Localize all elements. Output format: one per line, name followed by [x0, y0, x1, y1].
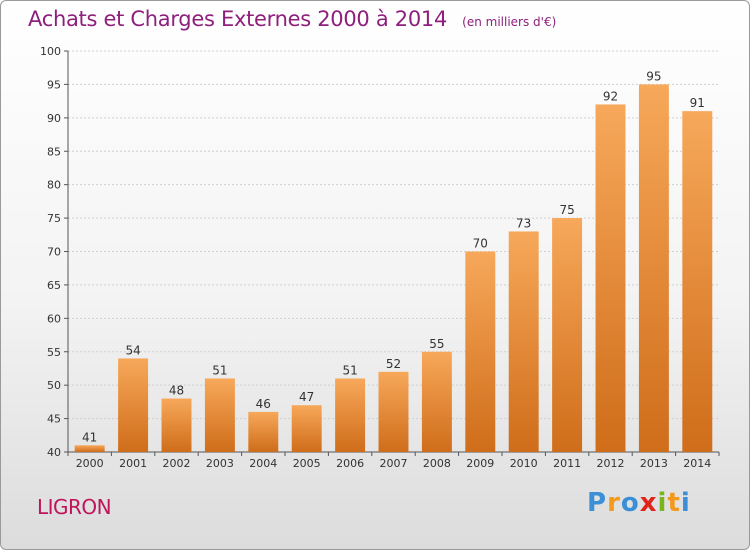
x-tick-label-2014: 2014 — [683, 457, 711, 470]
bar-2012 — [595, 104, 626, 452]
data-label-2011: 75 — [559, 203, 574, 217]
x-tick-label-2011: 2011 — [553, 457, 581, 470]
chart-subtitle: (en milliers d'€) — [462, 15, 557, 29]
logo-letter: x — [639, 488, 658, 518]
bar-2010 — [508, 231, 539, 452]
y-tick-label: 65 — [47, 279, 61, 292]
bar-2009 — [465, 251, 496, 452]
x-tick-label-2008: 2008 — [423, 457, 451, 470]
bar-2001 — [118, 358, 149, 452]
logo-letter: t — [667, 488, 681, 518]
x-tick-label-2001: 2001 — [119, 457, 147, 470]
chart-title: Achats et Charges Externes 2000 à 2014 — [28, 7, 448, 31]
data-label-2004: 46 — [256, 397, 271, 411]
bar-2013 — [638, 84, 669, 453]
y-tick-label: 55 — [47, 346, 61, 359]
data-label-2007: 52 — [386, 357, 401, 371]
data-label-2002: 48 — [169, 384, 184, 398]
bar-2007 — [378, 371, 409, 452]
data-label-2006: 51 — [342, 363, 357, 377]
y-tick-label: 100 — [40, 45, 61, 58]
x-tick-label-2013: 2013 — [640, 457, 668, 470]
bar-2000 — [74, 445, 105, 452]
title-row: Achats et Charges Externes 2000 à 2014 (… — [28, 7, 556, 31]
y-tick-label: 80 — [47, 179, 61, 192]
y-tick-label: 50 — [47, 379, 61, 392]
x-tick-label-2004: 2004 — [249, 457, 277, 470]
x-tick-label-2003: 2003 — [206, 457, 234, 470]
bar-2005 — [291, 405, 322, 452]
data-label-2000: 41 — [82, 430, 97, 444]
bar-2006 — [335, 378, 366, 452]
logo-letter: r — [607, 488, 621, 518]
x-tick-label-2009: 2009 — [466, 457, 494, 470]
data-label-2001: 54 — [125, 343, 140, 357]
data-label-2005: 47 — [299, 390, 314, 404]
x-tick-label-2005: 2005 — [293, 457, 321, 470]
data-label-2012: 92 — [603, 89, 618, 103]
bar-2004 — [248, 411, 279, 452]
data-label-2008: 55 — [429, 337, 444, 351]
x-tick-label-2012: 2012 — [597, 457, 625, 470]
x-tick-label-2002: 2002 — [163, 457, 191, 470]
logo-letter: P — [587, 488, 608, 518]
y-tick-label: 60 — [47, 312, 61, 325]
y-tick-label: 75 — [47, 212, 61, 225]
y-tick-label: 70 — [47, 246, 61, 259]
x-tick-label-2010: 2010 — [510, 457, 538, 470]
y-tick-label: 85 — [47, 145, 61, 158]
data-labels: 41 54 48 51 46 47 51 52 55 70 73 75 92 95 91 — [82, 69, 705, 444]
data-label-2009: 70 — [473, 237, 488, 251]
y-tick-label: 40 — [47, 446, 61, 459]
logo-letter: o — [620, 488, 640, 518]
bar-2003 — [204, 378, 235, 452]
commune-name: LIGRON — [37, 495, 112, 519]
x-tick-label-2000: 2000 — [76, 457, 104, 470]
x-tick-label-2007: 2007 — [380, 457, 408, 470]
bar-2002 — [161, 398, 192, 452]
y-tick-label: 95 — [47, 78, 61, 91]
bar-2008 — [421, 351, 452, 452]
data-label-2003: 51 — [212, 363, 227, 377]
logo-letter: i — [680, 488, 691, 518]
data-label-2010: 73 — [516, 216, 531, 230]
y-tick-label: 45 — [47, 413, 61, 426]
bars — [74, 84, 713, 453]
data-label-2014: 91 — [690, 96, 705, 110]
x-tick-label-2006: 2006 — [336, 457, 364, 470]
data-label-2013: 95 — [646, 69, 661, 83]
proxiti-logo: Proxiti — [587, 488, 691, 518]
bar-2014 — [682, 111, 713, 453]
bar-2011 — [552, 218, 583, 452]
logo-letter: i — [657, 488, 668, 518]
y-tick-label: 90 — [47, 112, 61, 125]
